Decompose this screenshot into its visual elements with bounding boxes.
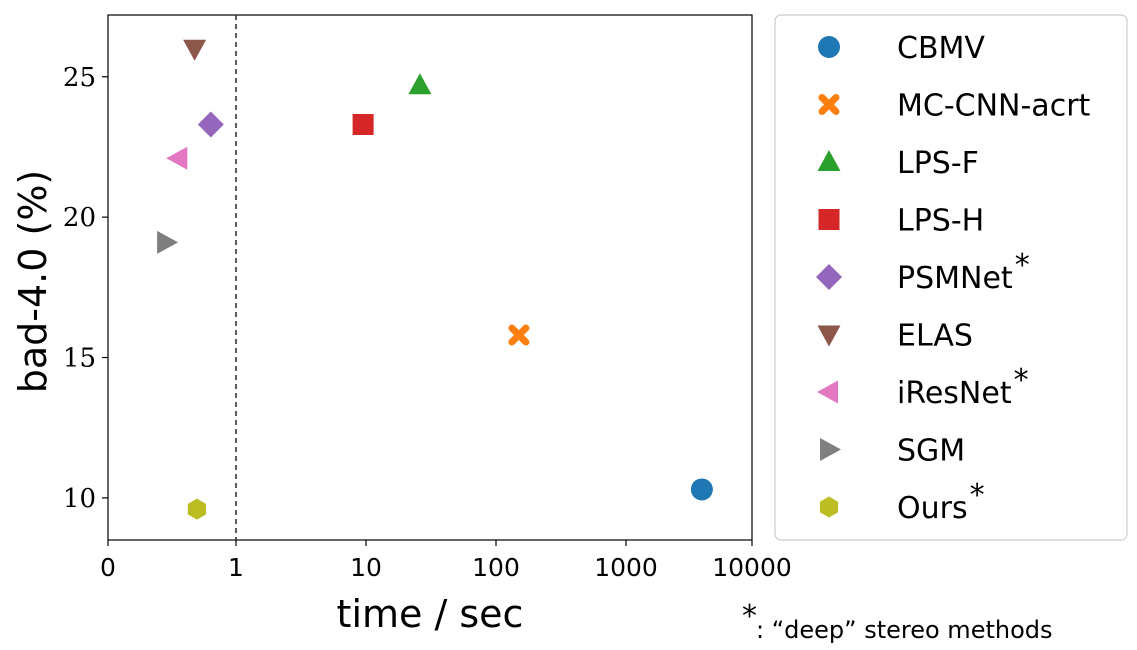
y-tick-label: 10: [63, 484, 96, 514]
x-stroke-b: [508, 324, 530, 346]
legend-marker-ours: [819, 496, 839, 518]
legend-deep-marker: *: [970, 478, 985, 513]
footnote: *: “deep” stereo methods: [742, 599, 1053, 644]
y-axis-label: bad-4.0 (%): [11, 170, 55, 394]
data-point-lps-f: [408, 73, 432, 95]
plot-frame: [107, 14, 753, 541]
data-point-sgm: [157, 230, 179, 254]
legend-marker-lps-f: [817, 150, 841, 171]
y-tick-label: 25: [63, 63, 96, 93]
legend-marker-sgm: [820, 438, 841, 461]
x-tick-label: 10: [350, 553, 382, 582]
data-point-elas: [183, 39, 207, 61]
legend-marker-mc-cnn-acrt: [818, 94, 840, 115]
legend-label-mc-cnn-acrt: MC-CNN-acrt: [897, 89, 1091, 124]
data-point-psmnet: [197, 111, 224, 138]
legend-deep-marker: *: [1015, 248, 1030, 283]
data-point-cbmv: [690, 478, 713, 501]
data-point-mc-cnn-acrt: [508, 324, 530, 346]
footnote-star: *: [742, 599, 757, 634]
legend-label-lps-f: LPS-F: [897, 146, 979, 181]
legend-label-lps-h: LPS-H: [897, 204, 984, 239]
x-stroke-b: [818, 94, 840, 115]
legend-marker-iresnet: [817, 380, 838, 404]
x-tick-label: 0: [100, 553, 116, 582]
legend-marker-psmnet: [816, 264, 842, 290]
data-points: [157, 39, 713, 520]
legend-label-cbmv: CBMV: [897, 31, 985, 66]
x-tick-label: 1: [228, 553, 244, 582]
data-point-ours: [187, 498, 206, 520]
legend-marker-cbmv: [818, 36, 840, 58]
axes: 0 1 10 100 1000 10000 10 15 20 25 time / sec bad-4.…: [11, 63, 792, 636]
legend-box: [774, 14, 1128, 541]
y-tick-label: 20: [63, 203, 96, 233]
y-tick-label: 15: [63, 344, 96, 374]
data-point-iresnet: [166, 146, 188, 170]
legend-marker-lps-h: [818, 209, 840, 230]
x-axis-label: time / sec: [337, 592, 524, 636]
x-tick-label: 10000: [712, 553, 792, 582]
legend-label-psmnet: PSMNet: [897, 261, 1013, 296]
legend-label-ours: Ours: [897, 491, 968, 526]
x-tick-label: 1000: [594, 553, 658, 582]
x-tick-label: 100: [472, 553, 520, 582]
legend-label-sgm: SGM: [897, 434, 965, 469]
legend-label-iresnet: iResNet: [897, 376, 1012, 411]
legend-label-elas: ELAS: [897, 319, 973, 354]
footnote-text: : “deep” stereo methods: [756, 616, 1053, 644]
legend-marker-elas: [817, 325, 841, 347]
legend-deep-marker: *: [1014, 363, 1029, 398]
plot-area: [107, 14, 753, 541]
data-point-lps-h: [352, 113, 374, 135]
